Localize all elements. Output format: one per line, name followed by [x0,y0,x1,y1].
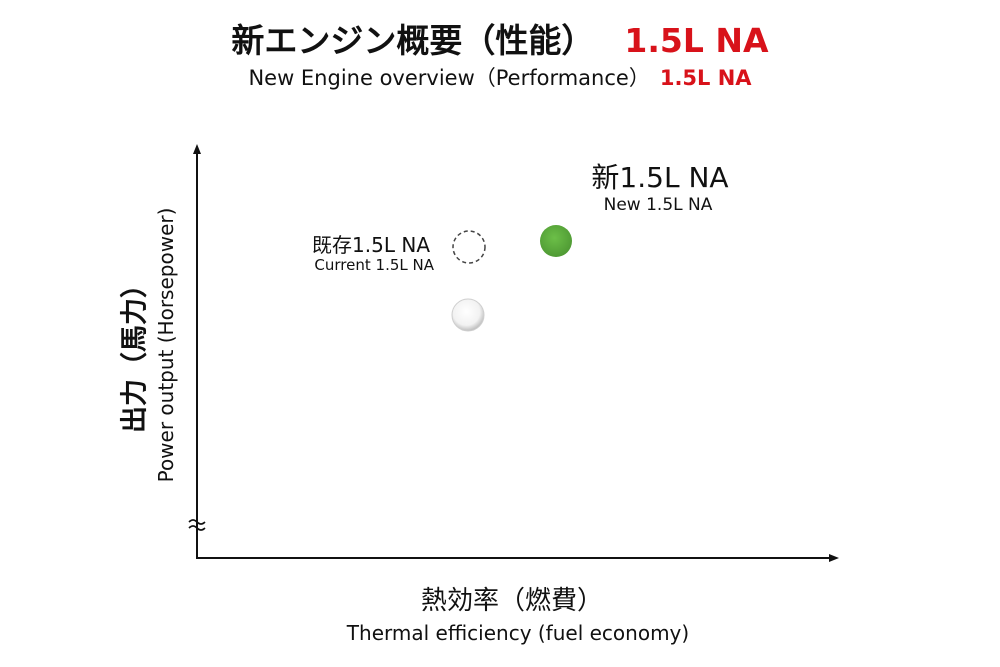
title-main: 新エンジン概要（性能） [231,21,595,60]
current-label-en: Current 1.5L NA [314,256,434,274]
x-axis-arrow [829,554,839,562]
subtitle-highlight: 1.5L NA [659,66,752,90]
y-axis-label-en: Power output (Horsepower) [154,207,178,483]
new-label-ja: 新1.5L NA [591,161,729,194]
x-axis-label-en: Thermal efficiency (fuel economy) [346,621,690,645]
y-axis-arrow [193,144,201,154]
y-axis-label-ja: 出力（馬力） [119,271,151,433]
subtitle-main: New Engine overview（Performance） [248,66,650,90]
point-new [540,225,572,257]
point-current [452,230,486,264]
x-axis-label-ja: 熱効率（燃費） [420,586,604,616]
point-reference [451,298,485,332]
page-subtitle: New Engine overview（Performance） 1.5L NA [0,62,1000,92]
axis-break-icon [188,519,206,531]
page-title: 新エンジン概要（性能） 1.5L NA [0,14,1000,62]
new-label-en: New 1.5L NA [603,195,713,215]
title-highlight: 1.5L NA [624,21,769,60]
current-label-ja: 既存1.5L NA [312,233,430,257]
